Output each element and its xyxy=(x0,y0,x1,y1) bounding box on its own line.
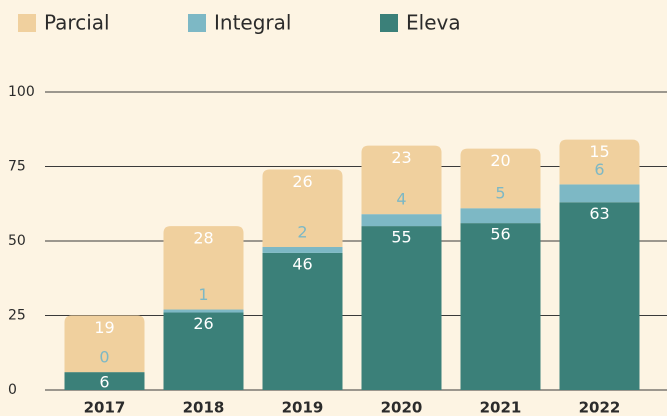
bar-segment xyxy=(460,208,541,224)
y-tick-label: 0 xyxy=(8,382,17,398)
bar-segment xyxy=(559,202,640,390)
bar-segment xyxy=(262,246,343,253)
y-tick-label: 75 xyxy=(8,159,26,175)
value-label: 28 xyxy=(193,229,213,248)
value-label: 46 xyxy=(292,254,312,273)
bar-segment xyxy=(163,312,244,390)
value-label: 1 xyxy=(198,285,208,304)
bar-segment xyxy=(559,184,640,203)
value-label: 56 xyxy=(490,225,510,244)
value-label: 23 xyxy=(391,148,411,167)
bar-segment xyxy=(559,139,640,185)
value-label: 4 xyxy=(396,190,406,209)
bar-segment xyxy=(361,226,442,390)
value-label: 5 xyxy=(495,184,505,203)
value-label: 15 xyxy=(589,142,609,161)
value-label: 26 xyxy=(193,314,213,333)
legend-swatch xyxy=(188,14,206,32)
bar-segment xyxy=(361,214,442,227)
y-tick-label: 100 xyxy=(8,84,35,100)
x-tick-label: 2020 xyxy=(381,399,423,416)
value-label: 26 xyxy=(292,172,312,191)
bar-segment xyxy=(460,148,541,209)
bar-segment xyxy=(361,145,442,215)
bar-segment xyxy=(163,309,244,313)
bar-segment xyxy=(262,252,343,390)
bar-segment xyxy=(64,372,145,390)
y-tick-label: 25 xyxy=(8,308,26,324)
x-tick-label: 2022 xyxy=(579,399,621,416)
y-tick-label: 50 xyxy=(8,233,26,249)
bar-segment xyxy=(262,169,343,247)
x-tick-label: 2018 xyxy=(183,399,225,416)
legend-label: Integral xyxy=(214,11,291,35)
value-label: 63 xyxy=(589,204,609,223)
value-label: 20 xyxy=(490,151,510,170)
x-tick-label: 2019 xyxy=(282,399,324,416)
value-label: 2 xyxy=(297,222,307,241)
value-label: 0 xyxy=(99,348,109,367)
legend-label: Eleva xyxy=(406,11,461,35)
bar-segment xyxy=(163,226,244,310)
legend-swatch xyxy=(18,14,36,32)
bar-segment xyxy=(460,223,541,390)
bar-segment xyxy=(64,315,145,373)
x-tick-label: 2017 xyxy=(84,399,126,416)
legend-swatch xyxy=(380,14,398,32)
legend-label: Parcial xyxy=(44,11,110,35)
value-label: 6 xyxy=(99,373,109,392)
value-label: 55 xyxy=(391,228,411,247)
x-tick-label: 2021 xyxy=(480,399,522,416)
value-label: 19 xyxy=(94,318,114,337)
value-label: 6 xyxy=(594,160,604,179)
